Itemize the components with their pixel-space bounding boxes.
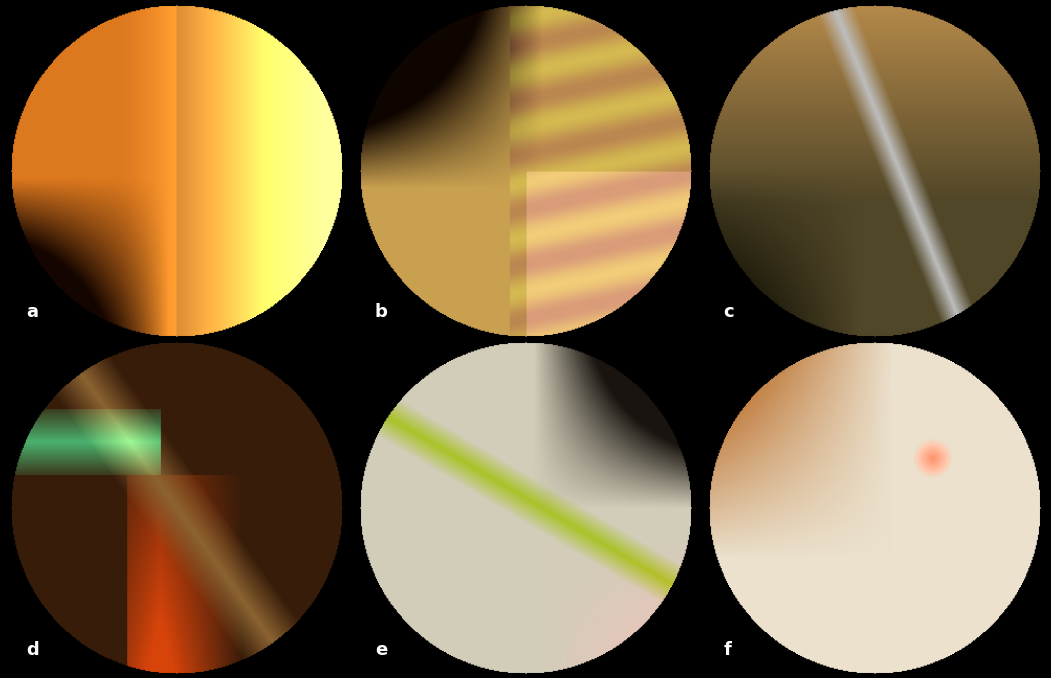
Text: c: c [724, 303, 735, 321]
Text: e: e [375, 641, 387, 658]
Text: f: f [724, 641, 731, 658]
Text: a: a [26, 303, 38, 321]
Text: b: b [375, 303, 388, 321]
Text: d: d [26, 641, 39, 658]
